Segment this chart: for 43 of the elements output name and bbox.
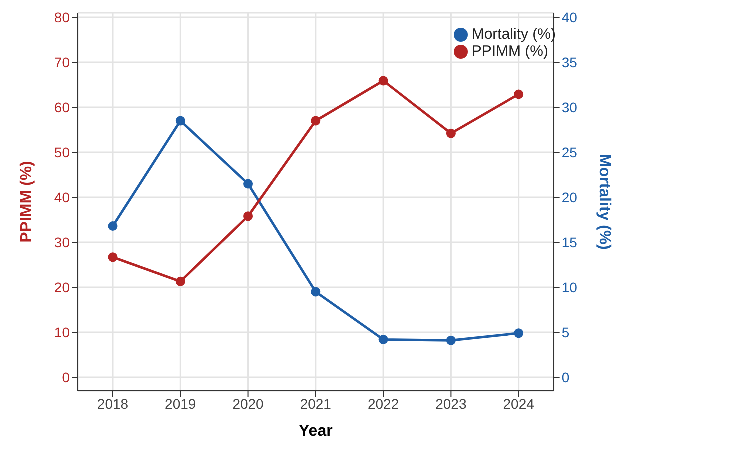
- point: [244, 179, 254, 189]
- y-tick-label: 30: [54, 234, 70, 250]
- point: [244, 212, 254, 222]
- point: [311, 287, 321, 297]
- point: [108, 222, 118, 232]
- x-tick-label: 2020: [232, 396, 264, 412]
- y2-tick-label: 10: [562, 279, 578, 296]
- x-tick-label: 2018: [97, 396, 129, 412]
- point: [108, 252, 118, 262]
- y-tick-label: 80: [54, 9, 70, 26]
- y2-tick-label: 5: [562, 324, 570, 340]
- point: [378, 334, 388, 344]
- y2-tick-label: 20: [562, 189, 578, 206]
- point: [446, 336, 456, 346]
- y-tick-label: 0: [62, 369, 70, 386]
- y-tick-label: 40: [54, 189, 70, 206]
- y2-tick-label: 0: [562, 369, 570, 386]
- y2-tick-label: 15: [562, 234, 578, 250]
- point: [446, 128, 456, 138]
- x-axis-title: Year: [299, 423, 333, 440]
- y2-tick-label: 30: [562, 99, 578, 116]
- x-tick-label: 2021: [300, 396, 332, 412]
- y-tick-label: 20: [54, 279, 70, 296]
- y2-tick-label: 35: [562, 54, 578, 70]
- x-tick-label: 2023: [436, 396, 467, 412]
- x-tick-label: 2022: [368, 396, 400, 412]
- point: [514, 90, 524, 100]
- y2-tick-label: 25: [562, 144, 578, 160]
- point: [176, 276, 186, 286]
- y2-axis-title: Mortality (%): [596, 154, 614, 250]
- point: [378, 76, 388, 86]
- y-tick-label: 10: [54, 324, 70, 340]
- y-tick-label: 60: [54, 99, 70, 116]
- y-axis-title: PPIMM (%): [18, 161, 36, 243]
- legend-label: PPIMM (%): [472, 43, 548, 60]
- y2-tick-label: 40: [562, 9, 578, 26]
- point: [176, 116, 186, 126]
- y-tick-label: 50: [54, 144, 70, 160]
- x-tick-label: 2024: [503, 396, 535, 412]
- x-tick-label: 2019: [165, 396, 196, 412]
- point: [311, 116, 321, 126]
- point: [514, 328, 524, 338]
- y-tick-label: 70: [54, 54, 70, 70]
